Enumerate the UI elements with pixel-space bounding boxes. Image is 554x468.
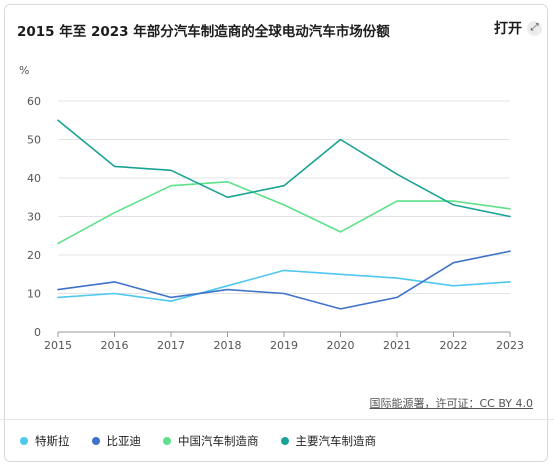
legend-swatch <box>163 437 171 445</box>
chart-card <box>4 4 548 462</box>
open-label[interactable]: 打开 <box>494 21 522 37</box>
legend-swatch <box>20 437 28 445</box>
legend-label: 比亚迪 <box>106 434 142 448</box>
legend-swatch <box>91 437 100 445</box>
legend-divider <box>0 419 554 420</box>
x-tick-label: 2015 <box>44 339 72 352</box>
chart-title: 2015 年至 2023 年部分汽车制造商的全球电动汽车市场份额 <box>17 24 390 40</box>
y-tick-label: 30 <box>27 211 41 224</box>
y-tick-label: 50 <box>27 134 41 147</box>
legend: 特斯拉 比亚迪 中国汽车制造商 主要汽车制造商 <box>20 433 398 449</box>
series-line-1[interactable] <box>57 250 511 310</box>
series-line-0[interactable] <box>57 269 511 303</box>
legend-item[interactable]: 特斯拉 <box>20 433 70 449</box>
legend-swatch <box>280 437 289 445</box>
series-lines <box>57 119 511 310</box>
legend-item[interactable]: 比亚迪 <box>91 433 142 449</box>
open-button[interactable]: 打开 ⤢ <box>494 18 542 38</box>
legend-label: 中国汽车制造商 <box>178 434 259 448</box>
x-tick-label: 2016 <box>101 339 129 352</box>
source-link[interactable]: 国际能源署，许可证：CC BY 4.0 <box>369 397 533 410</box>
y-tick-label: 20 <box>27 249 41 262</box>
expand-arrows-icon[interactable]: ⤢ <box>527 20 542 36</box>
y-tick-label: 60 <box>27 95 41 108</box>
x-tick-label: 2019 <box>270 339 298 352</box>
series-line-2[interactable] <box>57 181 511 245</box>
y-axis-unit: % <box>19 64 30 77</box>
legend-label: 特斯拉 <box>35 434 70 448</box>
x-tick-label: 2017 <box>157 339 185 352</box>
x-tick-labels: 2015 2016 2017 2018 2019 2020 2021 2022 2023 <box>44 332 524 352</box>
y-tick-label: 0 <box>34 326 41 339</box>
y-tick-label: 40 <box>27 172 41 185</box>
x-tick-label: 2023 <box>496 339 524 352</box>
x-tick-label: 2018 <box>214 339 242 352</box>
y-tick-labels: 0 10 20 30 40 50 60 <box>27 95 41 339</box>
x-tick-label: 2021 <box>383 339 411 352</box>
legend-item[interactable]: 中国汽车制造商 <box>163 433 259 449</box>
grid-lines <box>58 100 510 333</box>
legend-label: 主要汽车制造商 <box>295 434 377 448</box>
y-tick-label: 10 <box>27 288 41 301</box>
x-tick-label: 2020 <box>327 339 355 352</box>
series-line-3[interactable] <box>57 119 511 218</box>
legend-item[interactable]: 主要汽车制造商 <box>280 433 377 449</box>
x-tick-label: 2022 <box>440 339 468 352</box>
